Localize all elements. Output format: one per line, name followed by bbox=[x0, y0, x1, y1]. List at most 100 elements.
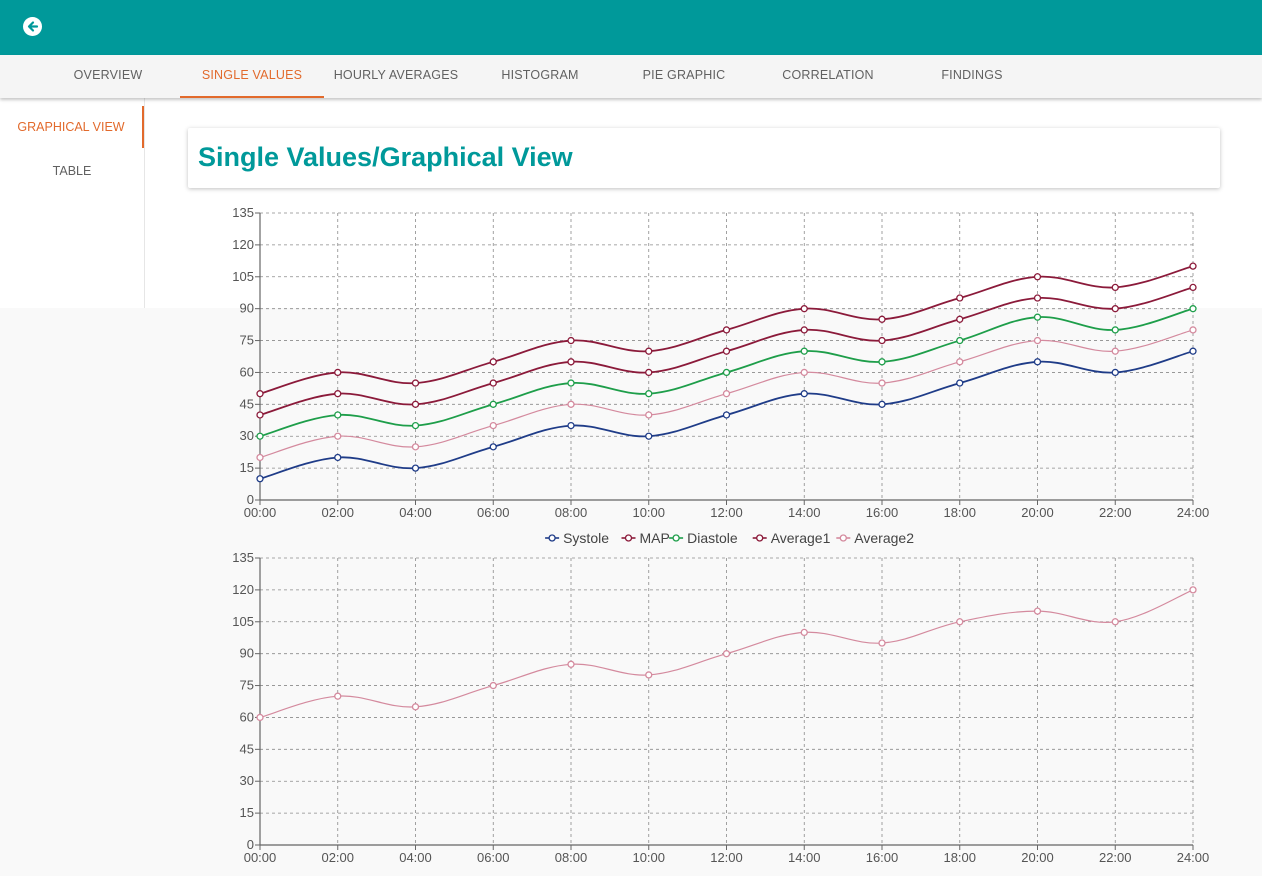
data-point bbox=[256, 475, 264, 483]
data-point bbox=[334, 432, 342, 440]
data-point bbox=[956, 315, 964, 323]
data-point bbox=[334, 411, 342, 419]
y-tick-label: 30 bbox=[240, 773, 254, 788]
legend-label: MAP bbox=[640, 530, 670, 546]
back-button[interactable] bbox=[23, 17, 42, 36]
tab-overview[interactable]: OVERVIEW bbox=[73, 68, 143, 82]
y-tick-label: 75 bbox=[240, 678, 254, 693]
data-point bbox=[800, 368, 808, 377]
data-point bbox=[800, 390, 808, 398]
data-point bbox=[956, 358, 964, 366]
data-point bbox=[878, 400, 886, 408]
data-point bbox=[567, 379, 575, 387]
data-point bbox=[411, 421, 420, 430]
x-tick-label: 18:00 bbox=[943, 850, 976, 865]
data-point bbox=[722, 390, 731, 398]
data-point bbox=[1033, 358, 1042, 366]
title-card: Single Values/Graphical View bbox=[188, 128, 1220, 188]
data-point bbox=[800, 326, 808, 334]
data-point bbox=[1033, 294, 1042, 302]
y-tick-label: 90 bbox=[240, 301, 254, 316]
legend-item: Average2 bbox=[836, 530, 914, 546]
y-tick-label: 45 bbox=[240, 741, 254, 756]
data-point bbox=[567, 660, 575, 668]
x-tick-label: 04:00 bbox=[399, 850, 432, 865]
data-point bbox=[645, 432, 653, 440]
y-tick-label: 105 bbox=[232, 269, 254, 284]
data-point bbox=[800, 628, 808, 637]
x-tick-label: 14:00 bbox=[788, 505, 821, 520]
main-tabs: OVERVIEW SINGLE VALUES HOURLY AVERAGES H… bbox=[0, 55, 1262, 98]
tab-findings[interactable]: FINDINGS bbox=[941, 68, 1003, 82]
x-tick-label: 10:00 bbox=[632, 850, 665, 865]
sidenav-item-graphical-view[interactable]: GRAPHICAL VIEW bbox=[0, 106, 144, 148]
y-tick-label: 120 bbox=[232, 582, 254, 597]
data-point bbox=[722, 368, 731, 377]
chart-legend: Systole MAP Diastole Average1 Average2 bbox=[545, 530, 914, 546]
arrow-left-circle-icon bbox=[27, 21, 39, 32]
data-point bbox=[1033, 607, 1042, 615]
y-tick-label: 105 bbox=[232, 614, 254, 629]
x-tick-label: 16:00 bbox=[866, 850, 899, 865]
data-point bbox=[956, 618, 964, 626]
series-series-1 bbox=[256, 586, 1197, 722]
data-point bbox=[334, 368, 342, 377]
data-point bbox=[800, 347, 808, 355]
tab-histogram[interactable]: HISTOGRAM bbox=[501, 68, 579, 82]
legend-item: Average1 bbox=[752, 530, 831, 546]
data-point bbox=[1189, 586, 1197, 594]
x-tick-label: 00:00 bbox=[244, 850, 277, 865]
data-point bbox=[645, 368, 653, 377]
x-tick-label: 14:00 bbox=[788, 850, 821, 865]
data-point bbox=[1189, 283, 1197, 292]
data-point bbox=[722, 326, 731, 334]
x-tick-label: 24:00 bbox=[1177, 505, 1210, 520]
legend-label: Average1 bbox=[771, 530, 831, 546]
side-navigation: GRAPHICAL VIEW TABLE bbox=[0, 98, 145, 308]
data-point bbox=[956, 379, 964, 387]
tab-correlation[interactable]: CORRELATION bbox=[782, 68, 874, 82]
tab-single-values[interactable]: SINGLE VALUES bbox=[180, 55, 324, 98]
series-map bbox=[256, 283, 1197, 419]
x-tick-label: 04:00 bbox=[399, 505, 432, 520]
y-tick-label: 135 bbox=[232, 550, 254, 565]
tab-pie-graphic[interactable]: PIE GRAPHIC bbox=[642, 68, 726, 82]
x-tick-label: 08:00 bbox=[555, 505, 588, 520]
legend-label: Average2 bbox=[854, 530, 914, 546]
line-chart-2: 0 15 30 45 60 75 90 105 120 135 00:00 02:00 04:00 06:… bbox=[232, 550, 1209, 865]
legend-marker bbox=[839, 534, 847, 542]
x-tick-label: 06:00 bbox=[477, 850, 510, 865]
data-point bbox=[1033, 273, 1042, 281]
y-tick-label: 45 bbox=[240, 396, 254, 411]
data-point bbox=[334, 390, 342, 398]
y-tick-label: 0 bbox=[247, 837, 254, 852]
x-tick-label: 20:00 bbox=[1021, 505, 1054, 520]
data-point bbox=[411, 464, 420, 472]
data-point bbox=[489, 400, 497, 408]
data-point bbox=[489, 443, 497, 451]
data-point bbox=[800, 305, 808, 313]
data-point bbox=[256, 453, 264, 462]
legend-marker bbox=[548, 534, 556, 542]
data-point bbox=[334, 692, 342, 700]
data-point bbox=[1111, 283, 1119, 292]
data-point bbox=[1033, 313, 1042, 321]
data-point bbox=[256, 432, 264, 440]
x-tick-label: 08:00 bbox=[555, 850, 588, 865]
sidenav-item-table[interactable]: TABLE bbox=[52, 164, 92, 178]
data-point bbox=[645, 347, 653, 355]
x-tick-label: 22:00 bbox=[1099, 850, 1132, 865]
page-title: Single Values/Graphical View bbox=[198, 142, 573, 172]
data-point bbox=[567, 421, 575, 430]
data-point bbox=[411, 443, 420, 451]
tab-hourly-averages[interactable]: HOURLY AVERAGES bbox=[333, 68, 459, 82]
series-average2 bbox=[256, 326, 1197, 462]
data-point bbox=[956, 294, 964, 302]
data-point bbox=[878, 639, 886, 647]
data-point bbox=[1111, 368, 1119, 377]
data-point bbox=[489, 379, 497, 387]
y-tick-label: 75 bbox=[240, 333, 254, 348]
legend-marker bbox=[624, 534, 633, 542]
data-point bbox=[645, 411, 653, 419]
